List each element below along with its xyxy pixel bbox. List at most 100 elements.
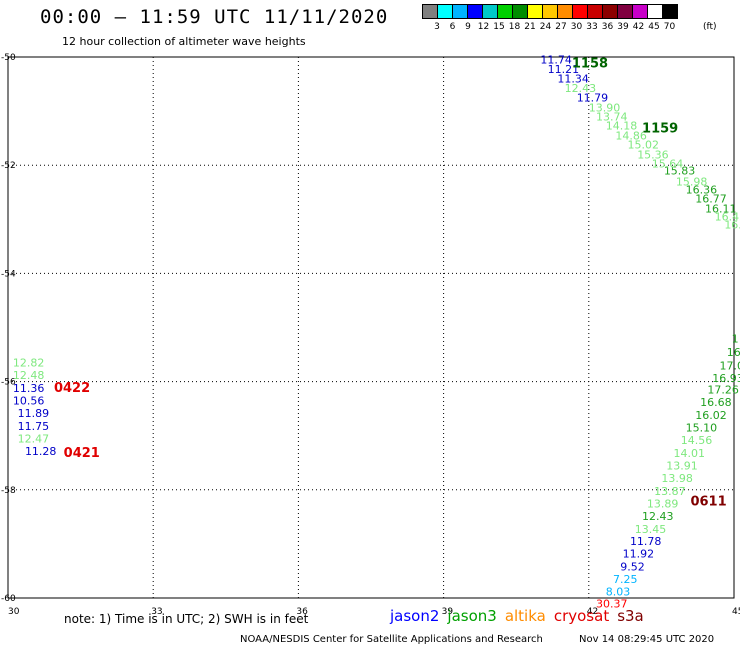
wave-height-reading: 13.74 (596, 111, 628, 124)
wave-height-reading: 11.75 (18, 420, 50, 433)
wave-height-readings: 11.7411.2111.3412.4311.7913.9013.7414.18… (13, 54, 740, 611)
wave-height-reading: 16.02 (695, 409, 727, 422)
legend-swatch (662, 4, 678, 19)
pass-time-labels: 1158 1159 0422 0421 0611 (54, 56, 727, 509)
longitude-tick-label: 30 (8, 607, 20, 617)
wave-height-reading: 7.25 (613, 573, 638, 586)
legend-label: 6 (449, 22, 456, 32)
color-scale-legend (422, 4, 678, 19)
pass-time-label: 1159 (642, 121, 678, 136)
wave-height-reading: 14.86 (615, 129, 647, 142)
legend-label: 21 (524, 22, 536, 32)
wave-height-reading: 15.36 (637, 148, 669, 161)
longitude-tick-label: 36 (296, 607, 308, 617)
wave-height-reading: 14.01 (674, 447, 706, 460)
latitude-ticks: -50 -52 -54 -56 -58 -60 (1, 53, 16, 604)
generated-timestamp: Nov 14 08:29:45 UTC 2020 (579, 634, 715, 645)
legend-label: 27 (555, 22, 567, 32)
wave-height-reading: 13.45 (635, 523, 667, 536)
wave-height-reading: 11.78 (630, 535, 662, 548)
wave-height-reading: 13.87 (654, 485, 686, 498)
wave-height-reading: 11.34 (557, 73, 589, 86)
wave-height-reading: 17.0 (719, 359, 740, 372)
wave-height-reading: 16.11 (705, 202, 737, 215)
wave-height-reading: 13.98 (661, 472, 693, 485)
wave-height-reading: 13.91 (666, 459, 698, 472)
wave-height-reading: 12.43 (565, 82, 597, 95)
wave-height-reading: 16.68 (700, 396, 732, 409)
wave-height-reading: 11.21 (548, 63, 580, 76)
wave-height-reading: 16.77 (695, 193, 727, 206)
wave-height-reading: 12.43 (642, 510, 674, 523)
wave-height-reading: 13.89 (647, 497, 679, 510)
wave-height-reading: 1! (732, 332, 740, 345)
map-frame (7, 56, 735, 599)
wave-height-reading: 11.79 (577, 92, 609, 105)
longitude-tick-label: 45 (732, 607, 740, 617)
wave-height-reading: 17.26 (707, 384, 739, 397)
wave-height-reading: 16.45 (715, 211, 740, 224)
wave-height-reading: 13.90 (589, 101, 621, 114)
wave-height-reading: 16 (727, 346, 740, 359)
mission-legend: jason2 jason3 altika cryosat s3a (390, 607, 652, 625)
legend-label: 9 (465, 22, 471, 32)
mission-name: jason3 (447, 607, 497, 625)
wave-height-reading: 9.52 (620, 561, 645, 574)
legend-label: 39 (617, 22, 629, 32)
latitude-tick-label: -58 (1, 486, 16, 496)
wave-height-reading: 15.64 (652, 158, 684, 171)
legend-label: 24 (539, 22, 552, 32)
longitude-tick-label: 33 (151, 607, 162, 617)
wave-height-reading: 11.28 (25, 445, 57, 458)
wave-height-reading: 16.38 (724, 219, 740, 232)
latitude-tick-label: -50 (1, 53, 16, 63)
wave-height-reading: 11.74 (540, 54, 572, 67)
legend-label: 15 (493, 22, 505, 32)
legend-label: 36 (601, 22, 614, 32)
wave-height-reading: 14.18 (606, 120, 638, 133)
wave-height-reading: 15.10 (686, 422, 718, 435)
wave-height-reading: 12.48 (13, 369, 45, 382)
wave-height-reading: 11.92 (623, 548, 655, 561)
longitude-ticks: 30 33 36 39 42 45 (8, 607, 740, 617)
wave-height-reading: 12.47 (18, 432, 50, 445)
units-note: note: 1) Time is in UTC; 2) SWH is in fe… (64, 612, 309, 626)
latitude-tick-label: -60 (1, 594, 16, 604)
wave-height-reading: 16.36 (686, 184, 718, 197)
map-title: 00:00 – 11:59 UTC 11/11/2020 (40, 6, 389, 28)
legend-label: 18 (508, 22, 521, 32)
mission-name: cryosat (553, 607, 610, 625)
wave-height-reading: 12.82 (13, 357, 45, 370)
longitude-tick-label: 39 (442, 607, 454, 617)
legend-label: 45 (648, 22, 660, 32)
pass-time-label: 0422 (54, 381, 90, 396)
pass-time-label: 1158 (572, 56, 608, 71)
legend-label: 30 (570, 22, 583, 32)
wave-height-reading: 16.93 (712, 372, 740, 385)
wave-height-reading: 11.89 (18, 407, 50, 420)
wave-height-reading: 15.02 (628, 139, 660, 152)
longitude-tick-label: 42 (587, 607, 598, 617)
color-scale-unit: (ft) (703, 22, 717, 32)
legend-label: 12 (477, 22, 490, 32)
map-grid (8, 57, 734, 598)
legend-label: 70 (663, 22, 676, 32)
credit-text: NOAA/NESDIS Center for Satellite Applica… (240, 634, 543, 645)
wave-height-reading: 10.56 (13, 395, 45, 408)
wave-height-reading: 15.98 (676, 175, 708, 188)
wave-height-reading: 14.56 (681, 434, 713, 447)
wave-height-reading: 30.37 (596, 597, 628, 610)
color-scale-labels: 3 6 9 12 15 18 21 24 27 30 33 36 39 42 45 70 (422, 22, 732, 34)
mission-name: altika (504, 607, 546, 625)
pass-time-label: 0611 (690, 495, 726, 510)
legend-label: 33 (586, 22, 598, 32)
mission-name: jason2 (390, 607, 440, 625)
legend-label: 42 (632, 22, 645, 32)
wave-height-reading: 8.03 (606, 586, 631, 599)
legend-label: 3 (434, 22, 440, 32)
map-subtitle: 12 hour collection of altimeter wave hei… (62, 35, 306, 48)
latitude-tick-label: -52 (1, 161, 16, 171)
mission-name: s3a (617, 607, 644, 625)
wave-height-reading: 11.36 (13, 382, 45, 395)
